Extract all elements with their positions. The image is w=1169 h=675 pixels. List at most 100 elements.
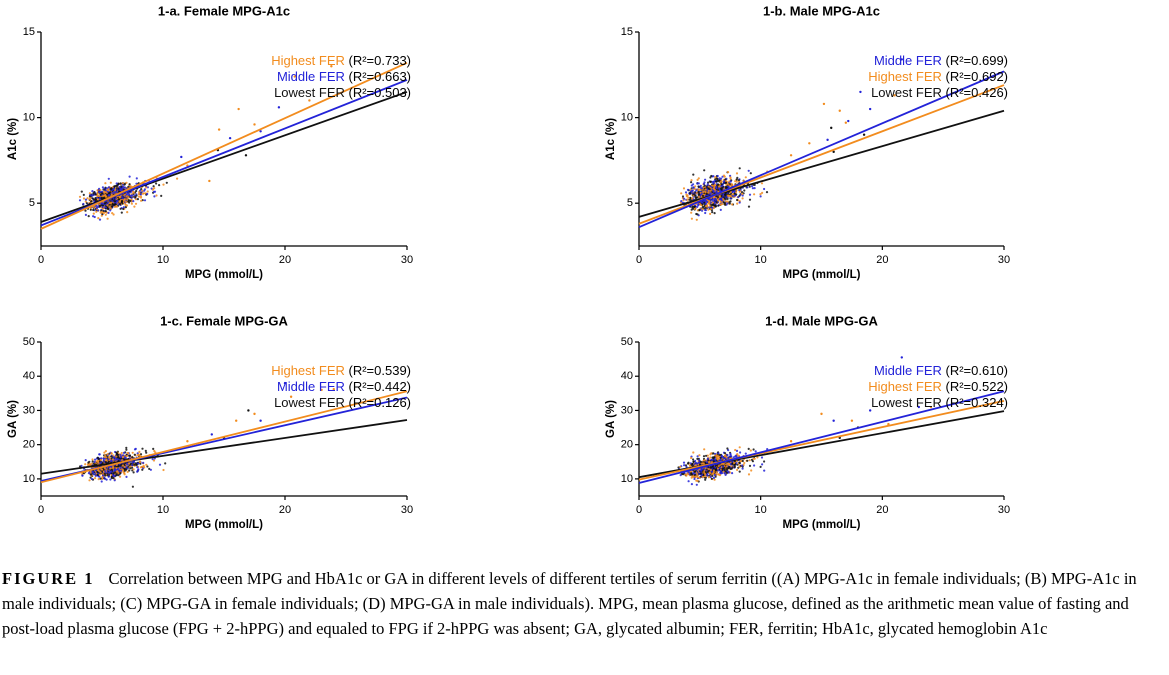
scatter-point	[697, 182, 700, 185]
scatter-point	[704, 188, 707, 191]
scatter-point	[84, 463, 87, 466]
scatter-point	[761, 191, 764, 194]
scatter-point	[132, 200, 135, 203]
scatter-point	[131, 464, 134, 467]
scatter-point	[84, 213, 87, 216]
scatter-point	[699, 472, 702, 475]
scatter-point	[695, 462, 699, 465]
scatter-point	[115, 182, 118, 185]
scatter-point	[105, 191, 108, 194]
scatter-point	[789, 440, 793, 443]
scatter-point	[704, 178, 707, 181]
scatter-point	[693, 207, 697, 211]
scatter-point	[729, 452, 732, 456]
scatter-point	[123, 465, 126, 468]
scatter-point	[719, 208, 722, 211]
scatter-point	[137, 453, 141, 456]
scatter-point	[87, 215, 90, 218]
scatter-point	[97, 198, 100, 201]
scatter-point	[695, 483, 698, 486]
scatter-point	[153, 187, 156, 190]
scatter-point	[109, 209, 112, 212]
scatter-point	[701, 194, 705, 197]
scatter-point	[102, 457, 105, 460]
scatter-point	[859, 90, 862, 94]
scatter-point	[110, 452, 113, 455]
scatter-point	[718, 195, 721, 198]
scatter-point	[718, 185, 721, 188]
scatter-point	[102, 209, 105, 213]
scatter-point	[109, 207, 112, 210]
scatter-point	[114, 197, 117, 200]
scatter-point	[127, 462, 131, 465]
scatter-point	[707, 208, 710, 211]
scatter-point	[747, 169, 750, 172]
y-tick-label: 5	[627, 197, 633, 209]
scatter-point	[108, 471, 111, 474]
scatter-point	[94, 458, 97, 461]
scatter-point	[132, 471, 135, 474]
y-tick-label: 15	[621, 26, 633, 38]
scatter-point	[692, 458, 695, 461]
scatter-point	[868, 107, 872, 111]
scatter-point	[738, 188, 741, 192]
scatter-point	[739, 451, 742, 454]
scatter-point	[142, 192, 145, 195]
scatter-point	[116, 467, 120, 471]
scatter-point	[763, 469, 766, 472]
scatter-point	[126, 211, 129, 214]
scatter-point	[134, 447, 137, 450]
scatter-point	[110, 201, 113, 204]
scatter-point	[710, 452, 713, 455]
y-tick-label: 30	[621, 404, 633, 416]
scatter-point	[142, 461, 145, 464]
scatter-point	[690, 483, 694, 486]
scatter-point	[162, 468, 165, 472]
scatter-point	[808, 142, 811, 145]
scatter-point	[719, 458, 722, 461]
scatter-point	[137, 195, 141, 198]
scatter-point	[696, 479, 699, 482]
scatter-point	[85, 202, 88, 205]
x-tick-label: 20	[279, 504, 291, 516]
scatter-point	[105, 193, 109, 196]
scatter-point	[900, 356, 903, 359]
scatter-point	[741, 467, 744, 470]
scatter-point	[120, 201, 123, 204]
scatter-point	[107, 475, 110, 478]
scatter-point	[158, 463, 162, 466]
scatter-point	[717, 465, 720, 468]
scatter-point	[94, 474, 98, 477]
scatter-point	[128, 175, 131, 178]
scatter-point	[696, 213, 699, 216]
scatter-point	[208, 179, 211, 183]
scatter-point	[726, 467, 730, 470]
scatter-point	[81, 474, 84, 477]
scatter-point	[702, 190, 705, 193]
scatter-point	[748, 198, 752, 201]
scatter-point	[709, 212, 712, 215]
scatter-point	[106, 217, 109, 220]
scatter-point	[114, 205, 117, 208]
scatter-point	[217, 128, 221, 131]
scatter-point	[103, 191, 106, 194]
scatter-point	[103, 476, 106, 479]
scatter-point	[106, 204, 109, 207]
scatter-point	[164, 462, 167, 465]
scatter-point	[158, 184, 161, 187]
scatter-point	[101, 202, 104, 205]
scatter-point	[765, 191, 769, 194]
scatter-point	[693, 205, 696, 208]
scatter-point	[253, 123, 256, 126]
scatter-point	[733, 192, 736, 195]
scatter-point	[708, 188, 711, 191]
legend-label: Lowest FER (R²=0.426)	[871, 85, 1008, 100]
scatter-point	[98, 453, 101, 456]
scatter-point	[832, 419, 835, 422]
scatter-point	[734, 448, 737, 452]
scatter-point	[725, 465, 728, 468]
scatter-point	[115, 453, 118, 456]
scatter-point	[113, 479, 116, 482]
scatter-point	[112, 477, 115, 480]
